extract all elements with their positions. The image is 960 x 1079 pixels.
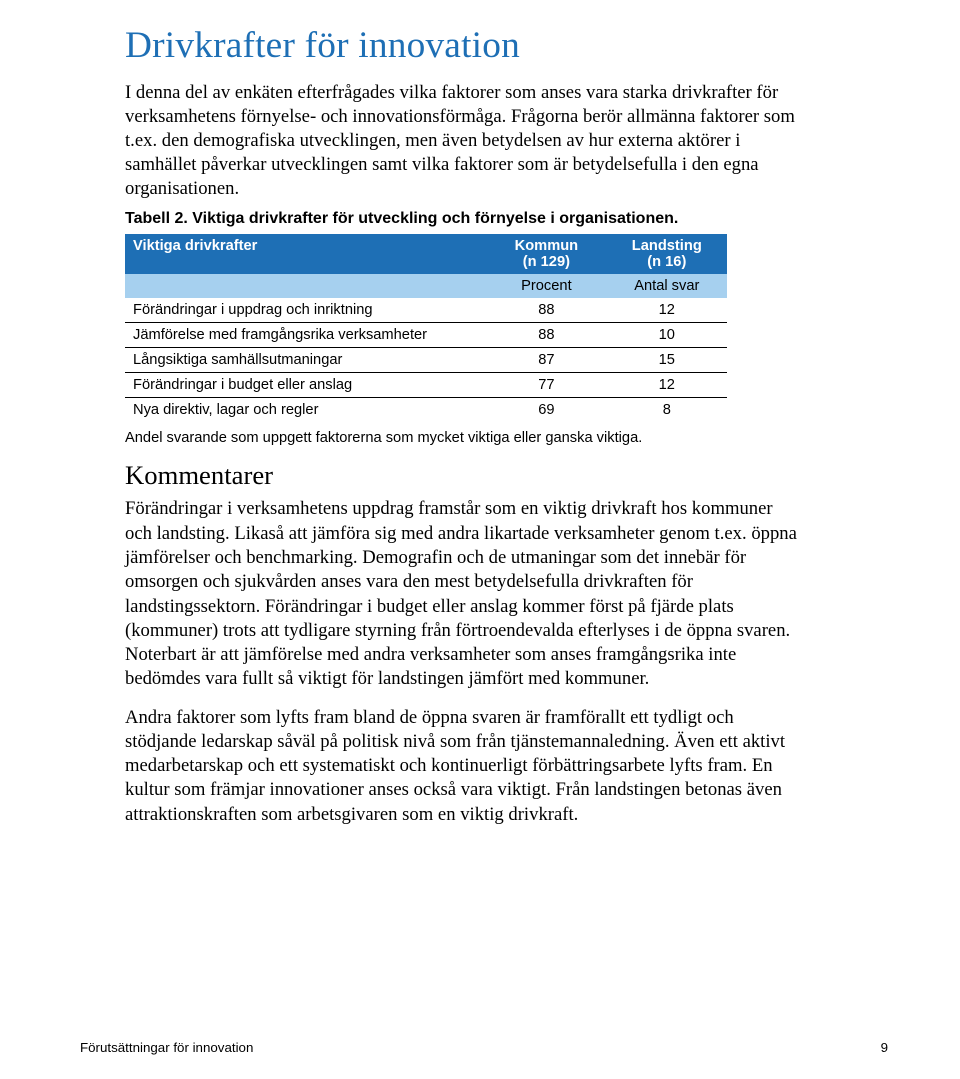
cell-kommun: 88 [486, 323, 606, 348]
cell-label: Förändringar i uppdrag och inriktning [125, 298, 486, 323]
table-row: Långsiktiga samhällsutmaningar8715 [125, 348, 727, 373]
body-paragraph: Förändringar i verksamhetens uppdrag fra… [125, 497, 800, 691]
table-caption: Tabell 2. Viktiga drivkrafter för utveck… [125, 210, 800, 228]
body-paragraph: Andra faktorer som lyfts fram bland de ö… [125, 706, 800, 827]
cell-kommun: 88 [486, 298, 606, 323]
th-drivers: Viktiga drivkrafter [125, 234, 486, 274]
table-header-row-2: Procent Antal svar [125, 274, 727, 298]
table-body: Förändringar i uppdrag och inriktning881… [125, 298, 727, 422]
th-kommun: Kommun (n 129) [486, 234, 606, 274]
drivers-table: Viktiga drivkrafter Kommun (n 129) Lands… [125, 234, 727, 422]
page-title: Drivkrafter för innovation [125, 24, 800, 67]
section-heading: Kommentarer [125, 460, 800, 491]
th-kommun-l1: Kommun [515, 238, 579, 254]
th-blank [125, 274, 486, 298]
cell-kommun: 77 [486, 373, 606, 398]
cell-label: Förändringar i budget eller anslag [125, 373, 486, 398]
cell-landsting: 15 [607, 348, 727, 373]
table-note: Andel svarande som uppgett faktorerna so… [125, 430, 800, 446]
footer-right: 9 [881, 1040, 888, 1055]
table-row: Nya direktiv, lagar och regler698 [125, 398, 727, 423]
th-procent: Procent [486, 274, 606, 298]
table-row: Förändringar i uppdrag och inriktning881… [125, 298, 727, 323]
table-header-row-1: Viktiga drivkrafter Kommun (n 129) Lands… [125, 234, 727, 274]
cell-landsting: 8 [607, 398, 727, 423]
th-kommun-l2: (n 129) [523, 254, 570, 270]
cell-label: Långsiktiga samhällsutmaningar [125, 348, 486, 373]
cell-kommun: 87 [486, 348, 606, 373]
cell-landsting: 10 [607, 323, 727, 348]
intro-paragraph: I denna del av enkäten efterfrågades vil… [125, 81, 800, 200]
th-landsting: Landsting (n 16) [607, 234, 727, 274]
table-row: Jämförelse med framgångsrika verksamhete… [125, 323, 727, 348]
cell-label: Jämförelse med framgångsrika verksamhete… [125, 323, 486, 348]
cell-label: Nya direktiv, lagar och regler [125, 398, 486, 423]
th-landsting-l1: Landsting [632, 238, 702, 254]
cell-kommun: 69 [486, 398, 606, 423]
page: Drivkrafter för innovation I denna del a… [0, 0, 960, 1079]
page-footer: Förutsättningar för innovation 9 [80, 1040, 888, 1055]
th-landsting-l2: (n 16) [647, 254, 686, 270]
cell-landsting: 12 [607, 298, 727, 323]
table-row: Förändringar i budget eller anslag7712 [125, 373, 727, 398]
footer-left: Förutsättningar för innovation [80, 1040, 253, 1055]
th-antal: Antal svar [607, 274, 727, 298]
cell-landsting: 12 [607, 373, 727, 398]
body-paragraphs: Förändringar i verksamhetens uppdrag fra… [125, 497, 800, 826]
